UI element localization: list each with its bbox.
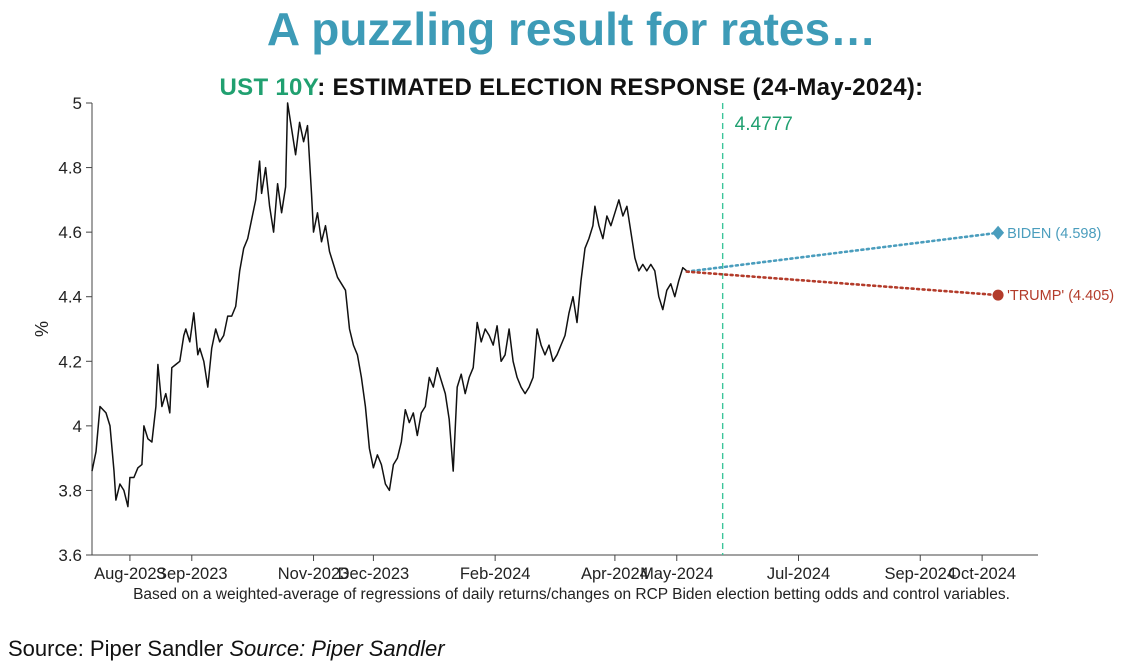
projection-line [685, 270, 1000, 297]
projection-marker [992, 225, 1005, 240]
y-tick-label: 3.8 [58, 481, 82, 500]
series-layer [91, 102, 688, 508]
chart-title: A puzzling result for rates… [266, 3, 877, 55]
y-tick-label: 4.6 [58, 223, 82, 242]
vline-value-label: 4.4777 [735, 114, 793, 135]
y-tick-label: 5 [73, 94, 82, 113]
y-tick-label: 4.8 [58, 159, 82, 178]
chart-subtitle: UST 10Y: ESTIMATED ELECTION RESPONSE (24… [0, 74, 1143, 102]
x-tick-label: Dec-2023 [338, 565, 410, 583]
projection-label: 'TRUMP' (4.405) [1007, 288, 1114, 304]
y-tick-label: 3.6 [58, 546, 82, 565]
subtitle-rest: : ESTIMATED ELECTION RESPONSE (24-May-20… [317, 74, 924, 101]
projection-label: BIDEN (4.598) [1007, 226, 1101, 242]
source-note: Source: Piper Sandler Source: Piper Sand… [8, 636, 445, 662]
projection-layer: BIDEN (4.598) 'TRUMP' (4.405) [685, 225, 1114, 304]
x-tick-label: Jul-2024 [767, 565, 830, 583]
x-tick-label: Nov-2023 [278, 565, 350, 583]
x-tick-label: Sep-2023 [156, 565, 228, 583]
series-line [91, 102, 688, 508]
x-tick-label: Sep-2024 [884, 565, 956, 583]
x-tick-label: Oct-2024 [948, 565, 1016, 583]
projection-line [685, 231, 1000, 273]
footnote: Based on a weighted-average of regressio… [133, 586, 1010, 603]
y-tick-label: 4.2 [58, 352, 82, 371]
y-axis-label: % [32, 321, 52, 337]
x-tick-label: May-2024 [640, 565, 713, 583]
x-tick-label: Feb-2024 [460, 565, 531, 583]
y-tick-label: 4 [73, 417, 82, 436]
source-text-italic: Source: Piper Sandler [229, 636, 445, 661]
y-tick-label: 4.4 [58, 288, 82, 307]
projection-marker [992, 289, 1004, 301]
subtitle-highlight: UST 10Y [219, 74, 318, 101]
x-tick-label: Apr-2024 [581, 565, 649, 583]
x-tick-label: Aug-2023 [94, 565, 166, 583]
source-text: Source: Piper Sandler [8, 636, 224, 661]
